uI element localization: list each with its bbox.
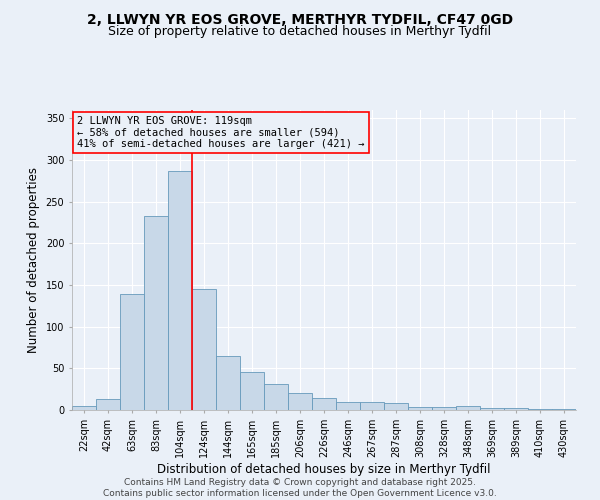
Text: Contains HM Land Registry data © Crown copyright and database right 2025.
Contai: Contains HM Land Registry data © Crown c… bbox=[103, 478, 497, 498]
Bar bbox=[528, 409, 552, 410]
Bar bbox=[240, 372, 264, 410]
Bar bbox=[168, 171, 192, 410]
Bar bbox=[288, 392, 312, 410]
Text: 2, LLWYN YR EOS GROVE, MERTHYR TYDFIL, CF47 0GD: 2, LLWYN YR EOS GROVE, MERTHYR TYDFIL, C… bbox=[87, 12, 513, 26]
Bar bbox=[72, 406, 96, 410]
Bar bbox=[456, 406, 480, 410]
Bar bbox=[312, 398, 336, 410]
Text: Size of property relative to detached houses in Merthyr Tydfil: Size of property relative to detached ho… bbox=[109, 25, 491, 38]
Bar bbox=[96, 399, 120, 410]
Bar bbox=[504, 408, 528, 410]
Bar bbox=[384, 404, 408, 410]
Bar bbox=[264, 384, 288, 410]
Bar bbox=[408, 406, 432, 410]
Bar bbox=[336, 402, 360, 410]
Bar bbox=[480, 408, 504, 410]
Bar bbox=[192, 289, 216, 410]
Text: 2 LLWYN YR EOS GROVE: 119sqm
← 58% of detached houses are smaller (594)
41% of s: 2 LLWYN YR EOS GROVE: 119sqm ← 58% of de… bbox=[77, 116, 365, 149]
Bar bbox=[552, 409, 576, 410]
Bar bbox=[144, 216, 168, 410]
Y-axis label: Number of detached properties: Number of detached properties bbox=[27, 167, 40, 353]
Bar bbox=[432, 406, 456, 410]
X-axis label: Distribution of detached houses by size in Merthyr Tydfil: Distribution of detached houses by size … bbox=[157, 462, 491, 475]
Bar bbox=[120, 294, 144, 410]
Bar bbox=[216, 356, 240, 410]
Bar bbox=[360, 402, 384, 410]
